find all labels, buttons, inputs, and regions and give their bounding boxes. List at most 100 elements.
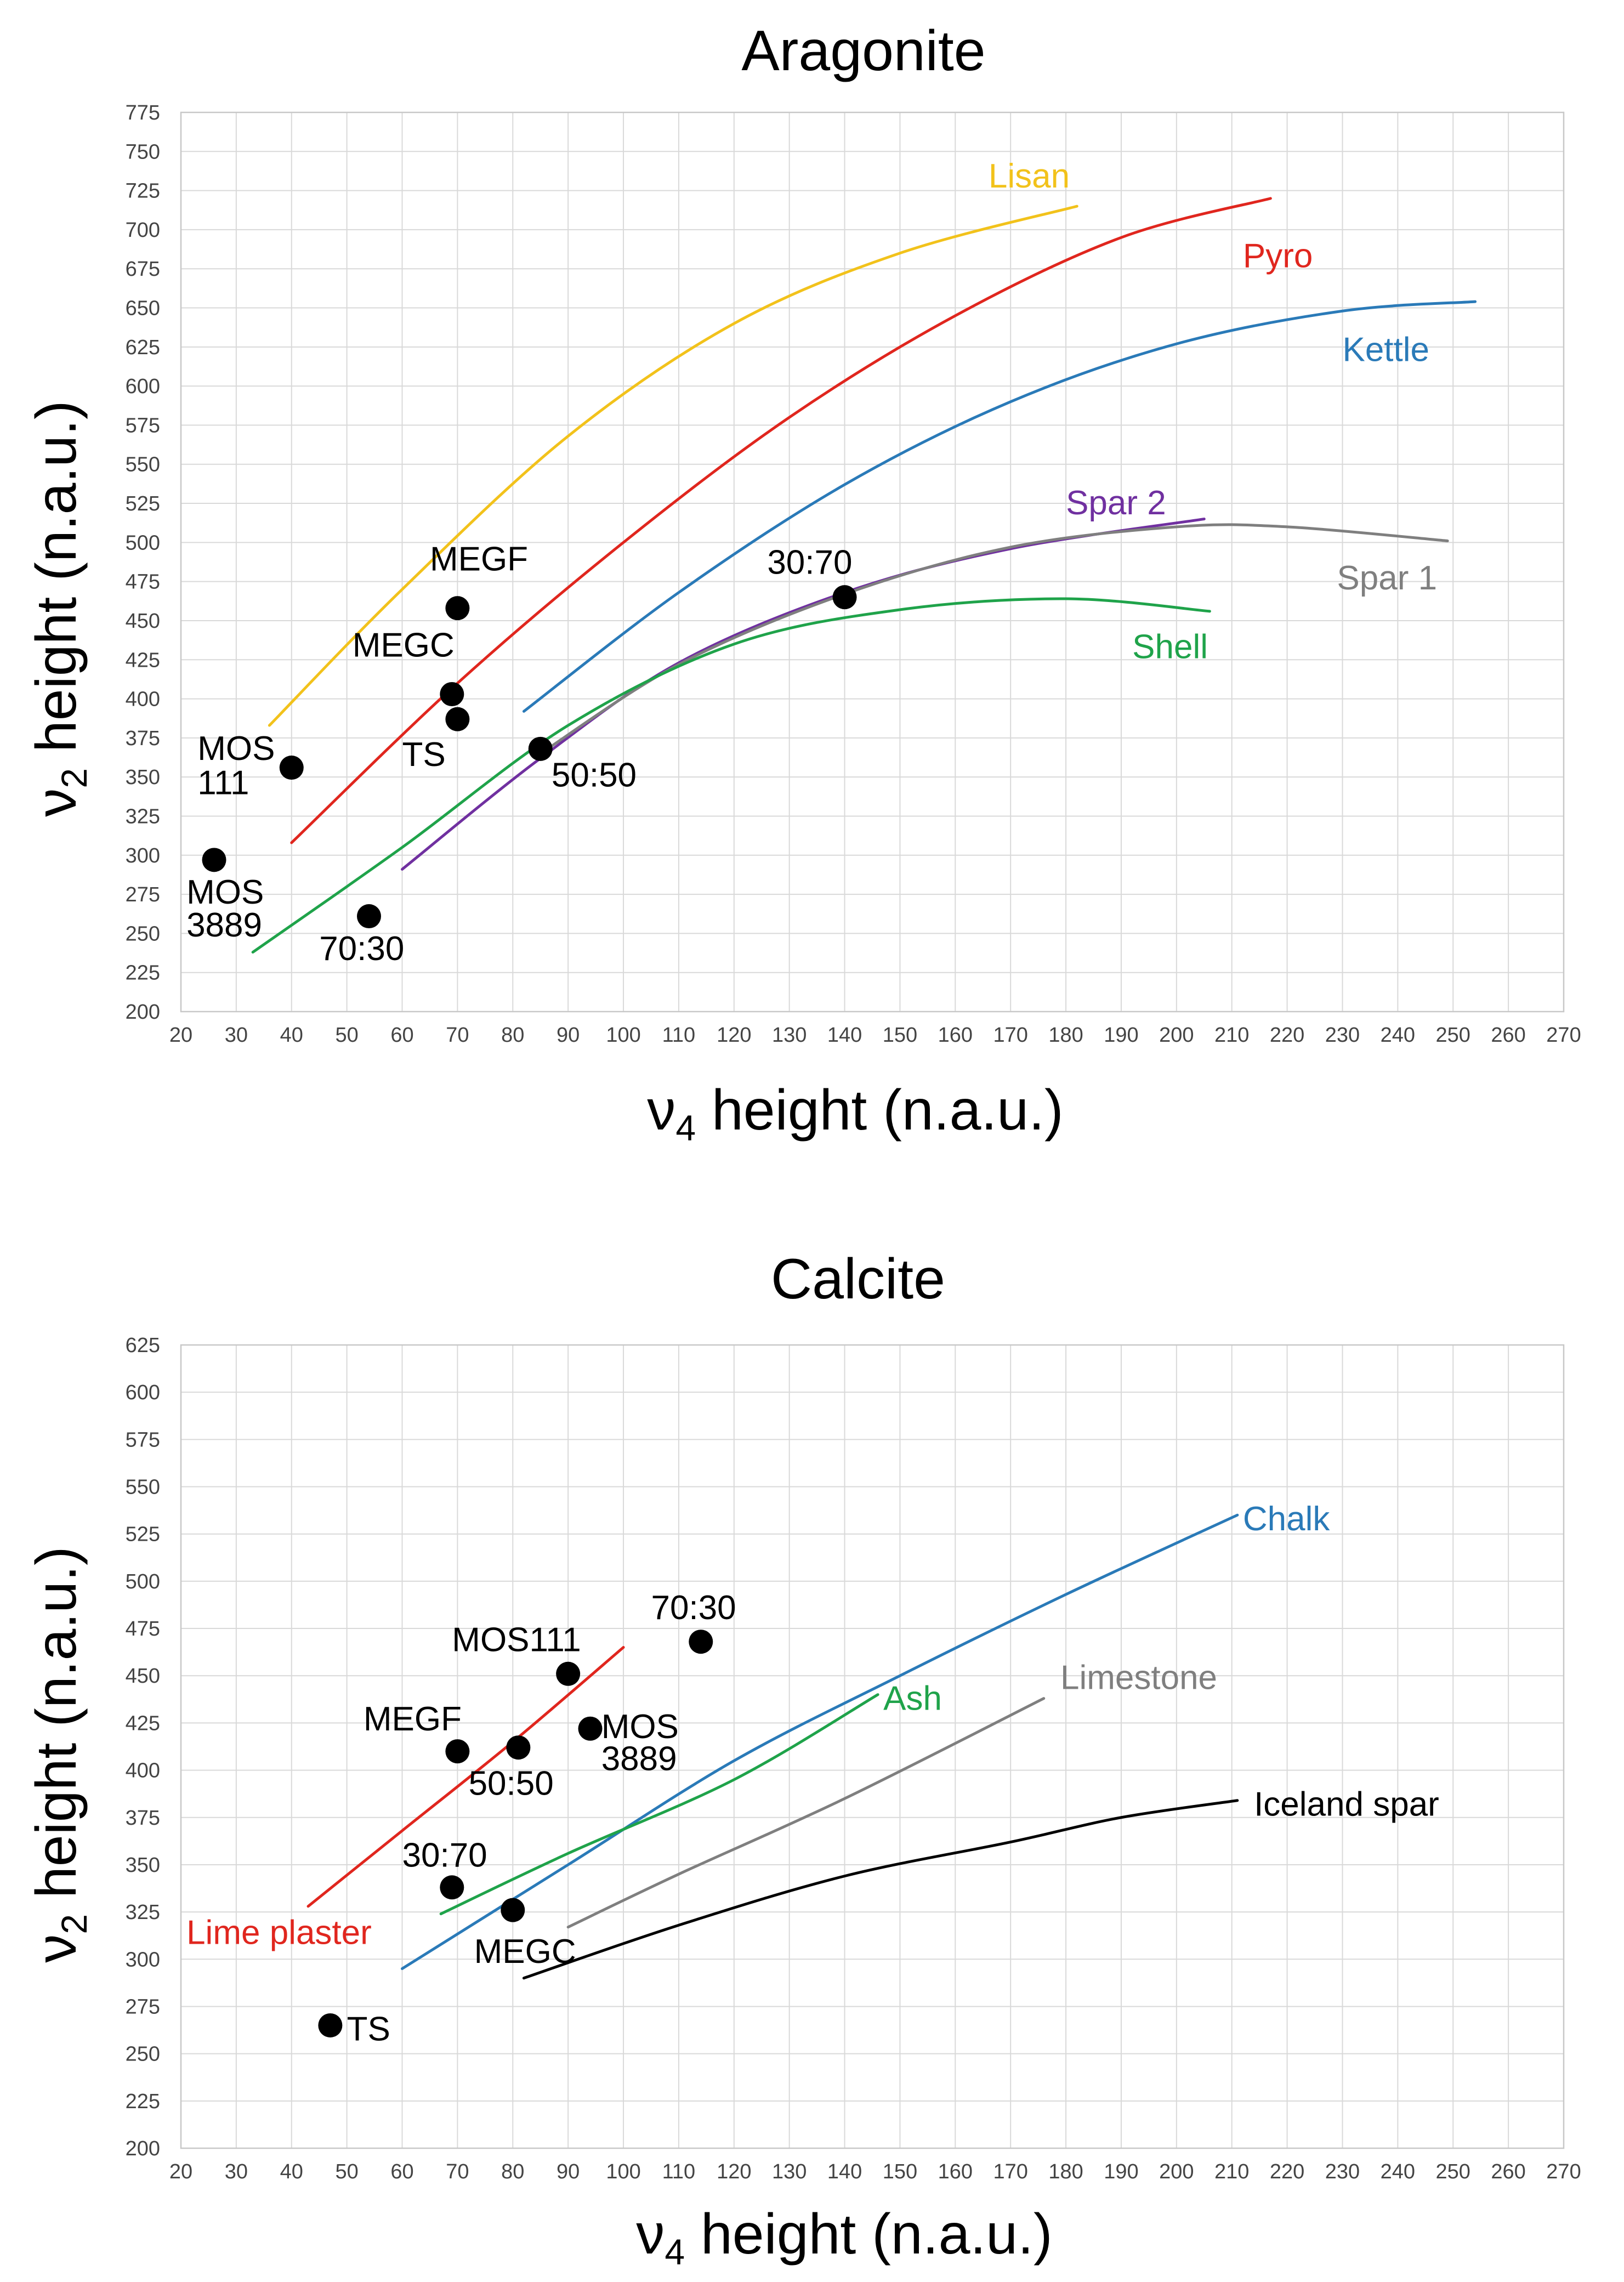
x-tick-label: 210 (1214, 1024, 1249, 1047)
point-label-megf: MEGF (364, 1700, 462, 1738)
x-tick-label: 260 (1491, 2160, 1525, 2183)
curve-label-lime-plaster: Lime plaster (186, 1914, 372, 1952)
y-tick-label: 475 (126, 1617, 160, 1640)
curve-label-lisan: Lisan (989, 157, 1070, 195)
x-tick-label: 220 (1270, 1024, 1304, 1047)
x-axis-label-rest: height (n.a.u.) (696, 1078, 1064, 1142)
x-tick-label: 80 (501, 2160, 524, 2183)
x-tick-label: 120 (717, 2160, 751, 2183)
y-tick-label: 700 (126, 219, 160, 242)
y-tick-label: 550 (126, 1476, 160, 1499)
x-tick-label: 100 (606, 2160, 640, 2183)
y-tick-label: 200 (126, 1001, 160, 1024)
y-tick-label: 300 (126, 844, 160, 867)
x-tick-label: 90 (557, 2160, 580, 2183)
point-label-megc: MEGC (353, 627, 455, 665)
x-axis-label-main: ν (647, 1078, 675, 1142)
y-tick-label: 625 (126, 1334, 160, 1357)
x-tick-label: 170 (993, 1024, 1027, 1047)
y-tick-label: 350 (126, 1854, 160, 1877)
x-tick-label: 190 (1104, 1024, 1138, 1047)
y-tick-label: 375 (126, 1807, 160, 1830)
point-ts (318, 2013, 343, 2037)
x-axis-label: ν4 height (n.a.u.) (636, 2202, 1052, 2272)
y-tick-label: 450 (126, 1665, 160, 1688)
y-tick-label: 375 (126, 727, 160, 750)
x-tick-label: 190 (1104, 2160, 1138, 2183)
point-megf (445, 596, 470, 621)
point-label-70-30: 70:30 (319, 930, 404, 968)
y-tick-label: 475 (126, 571, 160, 594)
point-label-30-70: 30:70 (767, 543, 852, 581)
y-tick-label: 550 (126, 453, 160, 476)
x-tick-label: 200 (1159, 2160, 1194, 2183)
point-label-mos111: MOS111 (452, 1621, 581, 1659)
x-tick-label: 150 (883, 1024, 917, 1047)
x-tick-label: 140 (827, 2160, 862, 2183)
y-tick-label: 250 (126, 2043, 160, 2066)
curve-iceland-spar (522, 1799, 1239, 1980)
x-tick-label: 220 (1270, 2160, 1304, 2183)
y-tick-label: 250 (126, 922, 160, 945)
y-axis-label-sub: 2 (54, 768, 94, 788)
x-tick-label: 70 (446, 1024, 469, 1047)
point-label-70-30: 70:30 (651, 1589, 736, 1627)
point-megc (440, 682, 464, 707)
x-tick-label: 40 (280, 1024, 303, 1047)
point-label-megc: MEGC (474, 1933, 576, 1971)
curve-lisan (268, 205, 1078, 727)
point-70-30 (689, 1630, 713, 1654)
y-tick-label: 450 (126, 610, 160, 633)
y-tick-label: 425 (126, 1712, 160, 1735)
y-tick-label: 350 (126, 766, 160, 789)
x-tick-label: 60 (390, 1024, 413, 1047)
x-tick-label: 100 (606, 1024, 640, 1047)
y-tick-label: 575 (126, 1428, 160, 1451)
curve-ash (439, 1693, 879, 1916)
x-tick-label: 130 (772, 1024, 807, 1047)
y-tick-label: 600 (126, 375, 160, 398)
curve-label-spar-1: Spar 1 (1337, 559, 1437, 597)
x-tick-label: 250 (1436, 1024, 1470, 1047)
y-axis-label-sub: 2 (54, 1914, 94, 1934)
y-axis-label-rest: height (n.a.u.) (25, 1546, 88, 1914)
point-label-mos-3889: MOS (186, 873, 264, 911)
x-tick-label: 270 (1546, 1024, 1581, 1047)
point-mos-111 (279, 756, 304, 780)
x-tick-label: 200 (1159, 1024, 1194, 1047)
point-30-70 (832, 585, 857, 610)
point-ts (445, 707, 470, 731)
x-tick-label: 60 (390, 2160, 413, 2183)
point-label2-mos-3889: 3889 (601, 1740, 677, 1778)
curves: Lime plaster Chalk Ash Limestone Iceland spa… (186, 1500, 1439, 1980)
y-axis-label-main: ν (25, 1934, 88, 1963)
x-axis-label-sub: 4 (675, 1108, 696, 1148)
y-tick-label: 600 (126, 1381, 160, 1404)
point-label-megf: MEGF (430, 541, 528, 578)
point-mos-3889 (578, 1716, 603, 1741)
curve-label-chalk: Chalk (1243, 1500, 1331, 1538)
x-tick-label: 20 (169, 1024, 192, 1047)
x-tick-label: 250 (1436, 2160, 1470, 2183)
y-tick-label: 625 (126, 336, 160, 359)
y-tick-label: 750 (126, 140, 160, 163)
point-label2-mos-3889: 3889 (186, 906, 262, 944)
x-tick-label: 230 (1325, 2160, 1360, 2183)
x-tick-label: 110 (662, 2160, 696, 2183)
y-tick-label: 400 (126, 1759, 160, 1783)
curve-label-limestone: Limestone (1060, 1659, 1217, 1696)
point-megc (501, 1898, 525, 1922)
y-tick-label: 650 (126, 297, 160, 320)
curve-label-shell: Shell (1132, 628, 1208, 666)
x-tick-label: 160 (938, 2160, 973, 2183)
x-tick-label: 90 (557, 1024, 580, 1047)
y-tick-label: 775 (126, 101, 160, 124)
point-70-30 (356, 904, 381, 929)
y-tick-label: 300 (126, 1948, 160, 1971)
point-label-50-50: 50:50 (552, 756, 637, 794)
y-tick-label: 225 (126, 962, 160, 985)
x-tick-label: 260 (1491, 1024, 1525, 1047)
